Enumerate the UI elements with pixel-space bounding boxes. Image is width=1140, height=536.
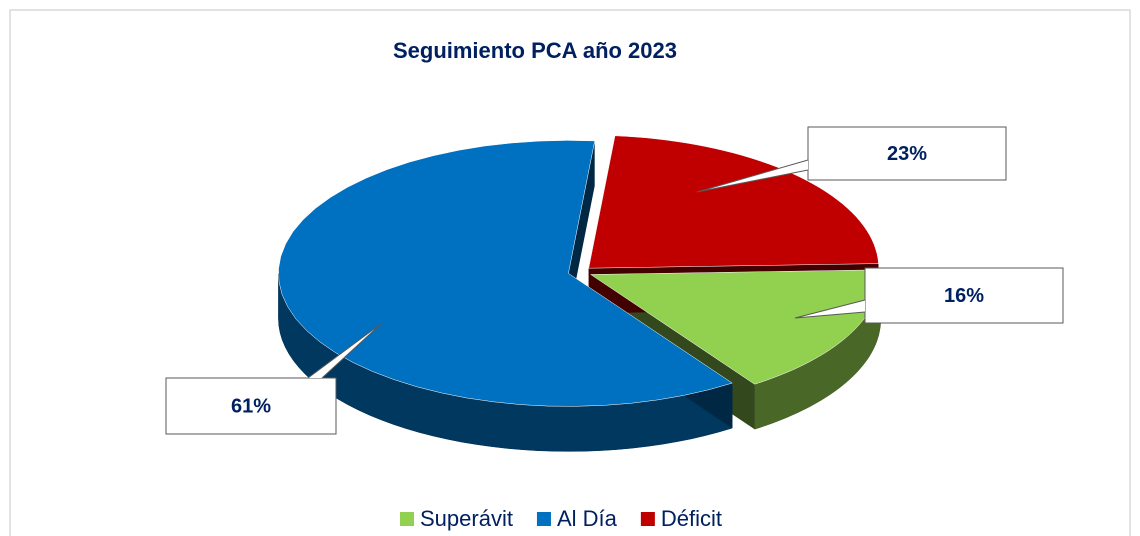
legend-label: Superávit — [420, 506, 513, 531]
legend-swatch — [640, 512, 655, 526]
legend-label: Al Día — [557, 506, 618, 531]
legend-label: Déficit — [661, 506, 722, 531]
data-label: 16% — [944, 285, 984, 307]
slice-edge — [568, 140, 595, 319]
data-label-box — [807, 126, 1007, 181]
legend-swatch — [536, 512, 551, 526]
data-label-pointer — [794, 299, 866, 319]
data-label-box — [165, 377, 337, 435]
data-label: 23% — [887, 143, 927, 165]
chart-title: Seguimiento PCA año 2023 — [393, 38, 677, 63]
data-label-pointer — [307, 322, 383, 379]
data-label-pointer — [696, 159, 809, 193]
slice — [588, 135, 879, 269]
data-label-box — [864, 267, 1064, 324]
data-label: 61% — [231, 395, 271, 417]
slice — [278, 140, 733, 407]
legend-swatch — [400, 512, 414, 526]
